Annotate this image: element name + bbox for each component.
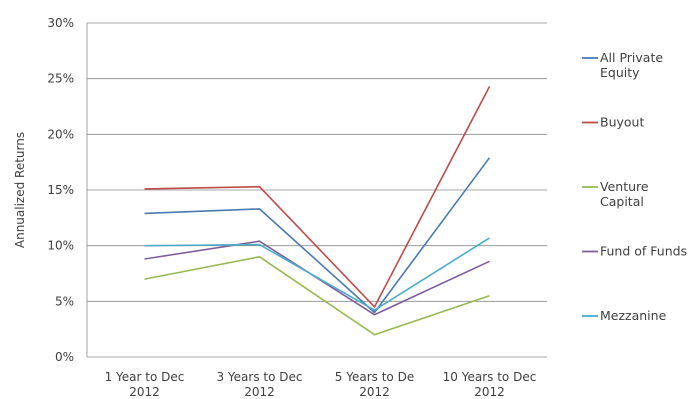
gridlines xyxy=(86,22,547,358)
x-tick-label: 5 Years to De 2012 xyxy=(335,370,414,399)
legend-item-buyout: Buyout xyxy=(582,115,644,130)
y-tick-label: 20% xyxy=(47,127,74,141)
y-tick-label: 15% xyxy=(47,183,74,197)
y-axis-ticks: 0% 5% 10% 15% 20% 25% 30% xyxy=(47,16,74,364)
y-tick-label: 30% xyxy=(47,16,74,30)
legend: All Private Equity Buyout Venture Capital Fun… xyxy=(582,50,687,323)
legend-label: Buyout xyxy=(600,115,644,130)
x-tick-label: 3 Years to Dec 2012 xyxy=(216,370,302,399)
legend-item-fund-of-funds: Fund of Funds xyxy=(582,244,687,259)
legend-label: Venture Capital xyxy=(600,179,649,209)
series-line-mezzanine xyxy=(144,237,490,312)
series-line-venture-capital xyxy=(144,255,490,336)
series-lines xyxy=(144,86,491,336)
x-tick-label: 1 Year to Dec 2012 xyxy=(105,370,185,399)
series-line-all-private-equity xyxy=(144,157,491,314)
legend-item-venture-capital: Venture Capital xyxy=(582,179,649,209)
x-tick-label: 10 Years to Dec 2012 xyxy=(443,370,537,399)
y-tick-label: 0% xyxy=(55,350,74,364)
y-tick-label: 25% xyxy=(47,72,74,86)
x-axis-ticks: 1 Year to Dec 2012 3 Years to Dec 2012 5 Yea… xyxy=(105,370,537,399)
y-tick-label: 5% xyxy=(55,294,74,308)
legend-label: Mezzanine xyxy=(600,308,667,323)
legend-item-all-private-equity: All Private Equity xyxy=(582,50,663,80)
y-axis-title: Annualized Returns xyxy=(13,132,27,248)
legend-label: Fund of Funds xyxy=(600,244,687,259)
series-line-buyout xyxy=(144,86,491,308)
legend-item-mezzanine: Mezzanine xyxy=(582,308,667,323)
y-tick-label: 10% xyxy=(47,239,74,253)
legend-label: All Private Equity xyxy=(600,50,663,80)
